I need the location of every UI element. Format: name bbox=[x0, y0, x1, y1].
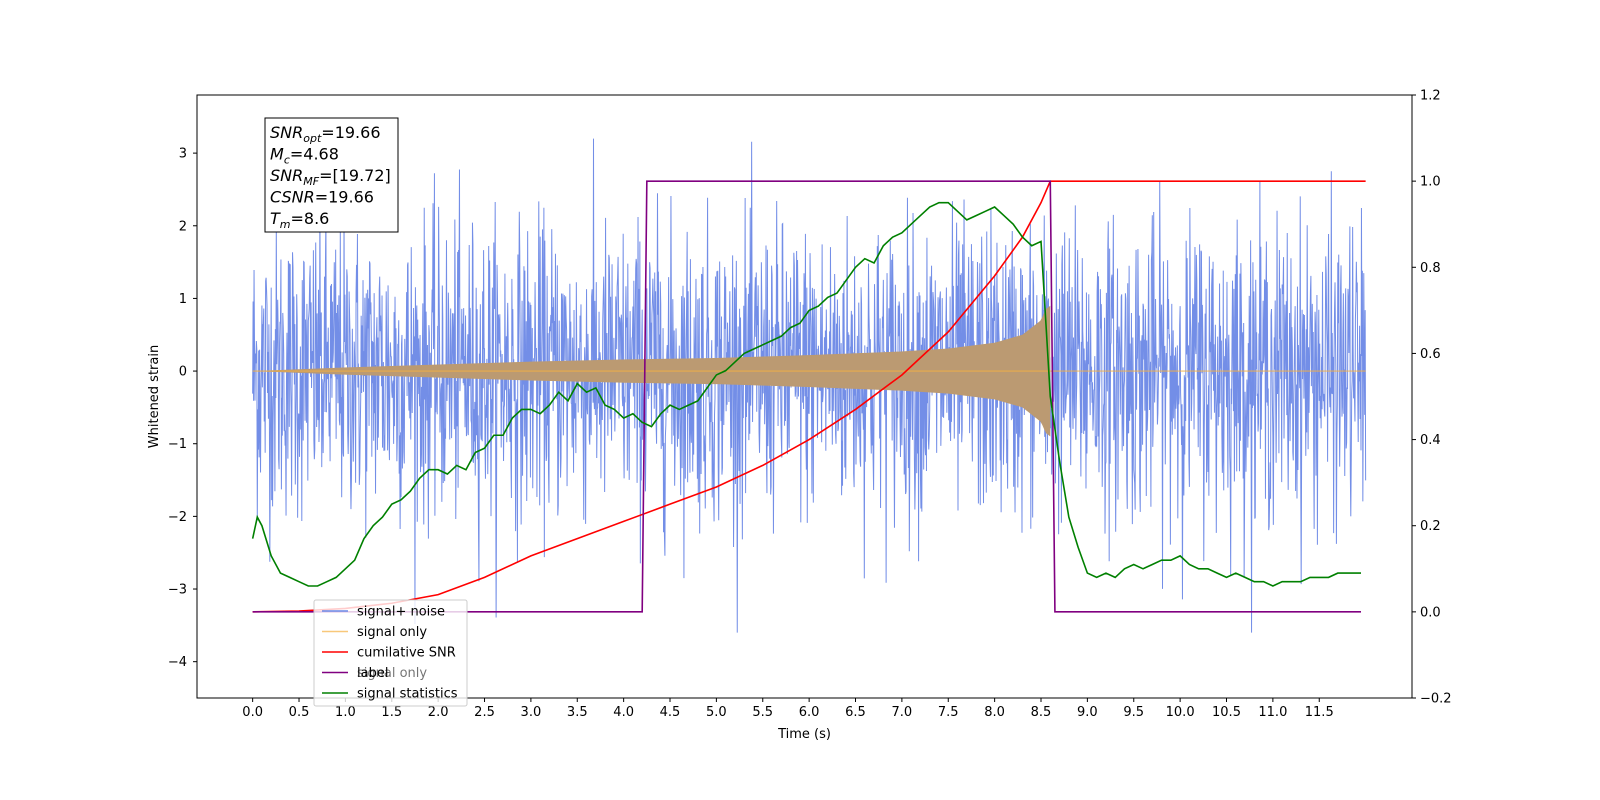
y-tick-label: −4 bbox=[168, 655, 187, 670]
x-tick-label: 10.5 bbox=[1212, 705, 1241, 720]
legend-label: signal+ noise bbox=[357, 605, 445, 620]
signal-envelope bbox=[252, 305, 1366, 437]
y-axis: −4 −3 −2 −1 0 1 2 3 bbox=[168, 147, 197, 670]
x-tick-label: 4.0 bbox=[613, 705, 634, 720]
y2-tick-label: 0.2 bbox=[1420, 519, 1441, 534]
x-tick-label: 3.5 bbox=[567, 705, 588, 720]
y-tick-label: −2 bbox=[168, 510, 187, 525]
y-tick-label: 3 bbox=[179, 147, 187, 162]
y2-tick-label: 0.8 bbox=[1420, 261, 1441, 276]
plot-frame bbox=[196, 94, 1413, 699]
x-axis: 0.0 0.5 1.0 1.5 2.0 2.5 3.0 3.5 4.0 4.5 5.0 5.5 6.0 6… bbox=[242, 698, 1334, 720]
info-line: Mc=4.68 bbox=[270, 145, 339, 167]
info-line: CSNR=19.66 bbox=[270, 188, 374, 207]
x-tick-label: 1.5 bbox=[381, 705, 402, 720]
legend-frame bbox=[313, 599, 468, 707]
x-tick-label: 0.0 bbox=[242, 705, 263, 720]
x-tick-label: 5.5 bbox=[752, 705, 773, 720]
x-tick-label: 0.5 bbox=[289, 705, 310, 720]
legend-label: label bbox=[357, 666, 388, 681]
y2-tick-label: 0.6 bbox=[1420, 347, 1441, 362]
info-line: Tm=8.6 bbox=[270, 209, 329, 231]
y2-axis: −0.2 0.0 0.2 0.4 0.6 0.8 1.0 1.2 bbox=[1412, 89, 1452, 707]
x-tick-label: 9.0 bbox=[1077, 705, 1098, 720]
x-tick-label: 2.5 bbox=[474, 705, 495, 720]
legend-label: signal only bbox=[357, 625, 427, 640]
x-tick-label: 4.5 bbox=[660, 705, 681, 720]
y-tick-label: 1 bbox=[179, 292, 187, 307]
y2-tick-label: 1.0 bbox=[1420, 175, 1441, 190]
x-tick-label: 7.0 bbox=[892, 705, 913, 720]
x-tick-label: 8.5 bbox=[1031, 705, 1052, 720]
y2-tick-label: 1.2 bbox=[1420, 89, 1441, 104]
info-box-frame bbox=[264, 117, 399, 233]
legend-label: cumilative SNR bbox=[357, 646, 456, 661]
x-tick-label: 10.0 bbox=[1166, 705, 1195, 720]
y-tick-label: −3 bbox=[168, 583, 187, 598]
series-label bbox=[252, 180, 1361, 613]
x-tick-label: 6.0 bbox=[799, 705, 820, 720]
plot-area bbox=[196, 94, 1413, 699]
x-tick-label: 9.5 bbox=[1123, 705, 1144, 720]
x-tick-label: 6.5 bbox=[845, 705, 866, 720]
y2-tick-label: 0.0 bbox=[1420, 605, 1441, 620]
info-annotation-box: SNRopt=19.66Mc=4.68SNRMF=[19.72]CSNR=19.… bbox=[264, 117, 399, 233]
info-line: SNRopt=19.66 bbox=[270, 123, 381, 145]
x-tick-label: 3.0 bbox=[521, 705, 542, 720]
x-tick-label: 8.0 bbox=[984, 705, 1005, 720]
x-tick-label: 11.0 bbox=[1258, 705, 1287, 720]
y2-tick-label: −0.2 bbox=[1420, 692, 1452, 707]
y-tick-label: −1 bbox=[168, 437, 187, 452]
x-axis-label: Time (s) bbox=[777, 727, 831, 742]
x-tick-label: 5.0 bbox=[706, 705, 727, 720]
y-axis-label: Whitened strain bbox=[147, 345, 162, 448]
y-tick-label: 0 bbox=[179, 365, 187, 380]
legend: signal+ noise signal only cumilative SNR la… bbox=[313, 599, 468, 707]
x-tick-label: 7.5 bbox=[938, 705, 959, 720]
y2-tick-label: 0.4 bbox=[1420, 433, 1441, 448]
series-signal-statistics bbox=[251, 201, 1361, 587]
x-tick-label: 2.0 bbox=[428, 705, 449, 720]
x-tick-label: 11.5 bbox=[1305, 705, 1334, 720]
y-tick-label: 2 bbox=[179, 219, 187, 234]
x-tick-label: 1.0 bbox=[335, 705, 356, 720]
legend-ghost-label: signal only bbox=[357, 666, 427, 681]
info-line: SNRMF=[19.72] bbox=[270, 166, 391, 188]
legend-label: signal statistics bbox=[357, 687, 458, 702]
